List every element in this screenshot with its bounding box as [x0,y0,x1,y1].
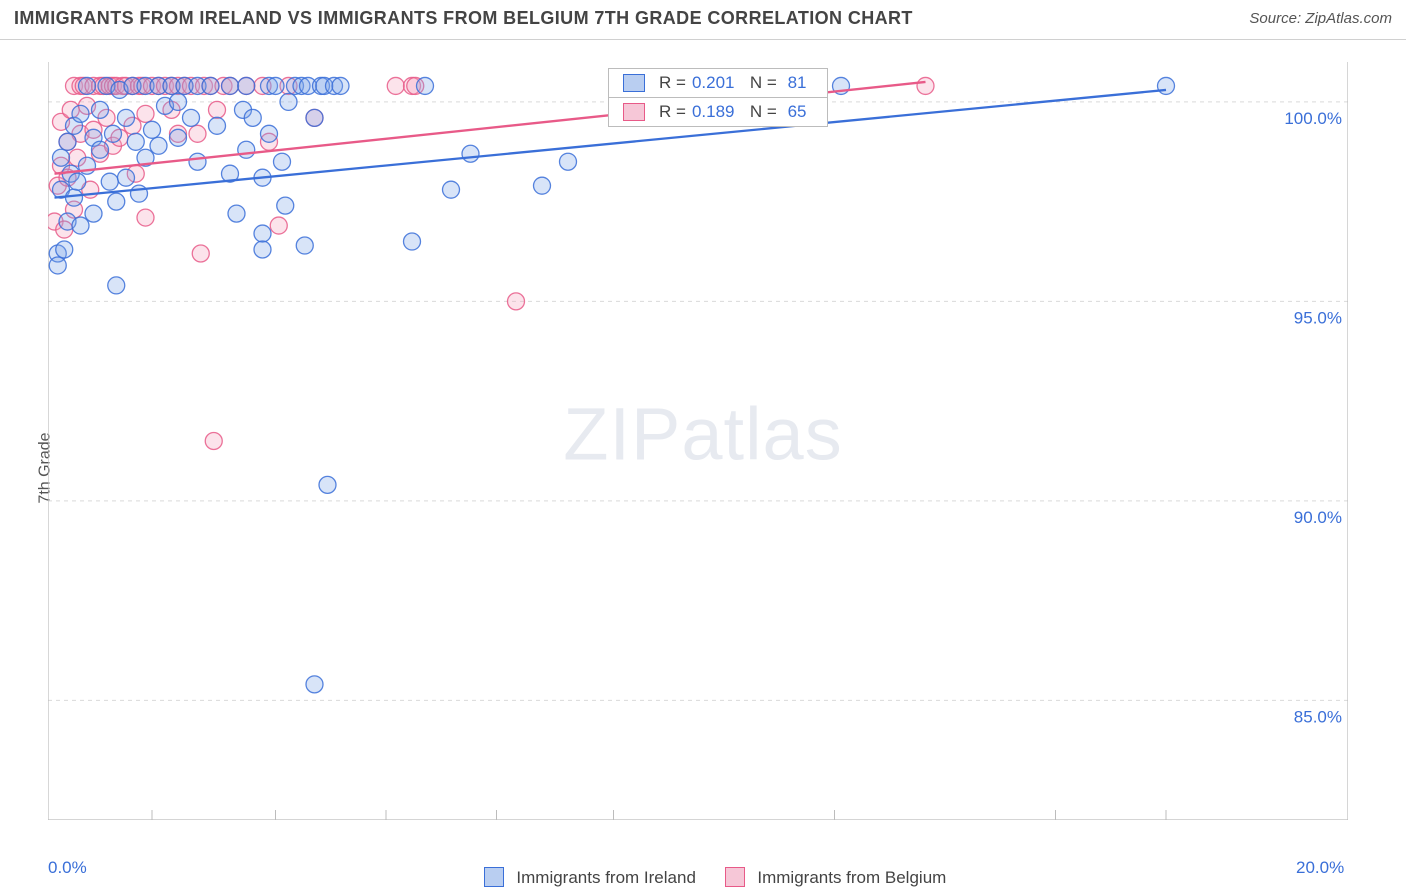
title-bar: IMMIGRANTS FROM IRELAND VS IMMIGRANTS FR… [0,0,1406,40]
source-label: Source: ZipAtlas.com [1249,10,1392,27]
svg-text:100.0%: 100.0% [1284,109,1342,128]
svg-text:95.0%: 95.0% [1294,308,1342,327]
svg-text:90.0%: 90.0% [1294,508,1342,527]
legend-label-ireland: Immigrants from Ireland [516,868,696,887]
legend-swatch-belgium [725,867,745,887]
legend-label-belgium: Immigrants from Belgium [757,868,946,887]
source-name: ZipAtlas.com [1305,10,1392,27]
scatter-plot: 85.0% 90.0% 95.0% 100.0% [48,62,1348,820]
bottom-legend: Immigrants from Ireland Immigrants from … [0,867,1406,888]
correlation-legend: R = 0.201 N = 81R = 0.189 N = 65 [608,68,828,127]
source-prefix: Source: [1249,10,1305,27]
legend-swatch-ireland [484,867,504,887]
chart-area: 7th Grade 85.0%90.0%95.0%100.0% ZIPatlas… [0,44,1406,892]
svg-text:85.0%: 85.0% [1294,707,1342,726]
chart-title: IMMIGRANTS FROM IRELAND VS IMMIGRANTS FR… [14,8,913,29]
